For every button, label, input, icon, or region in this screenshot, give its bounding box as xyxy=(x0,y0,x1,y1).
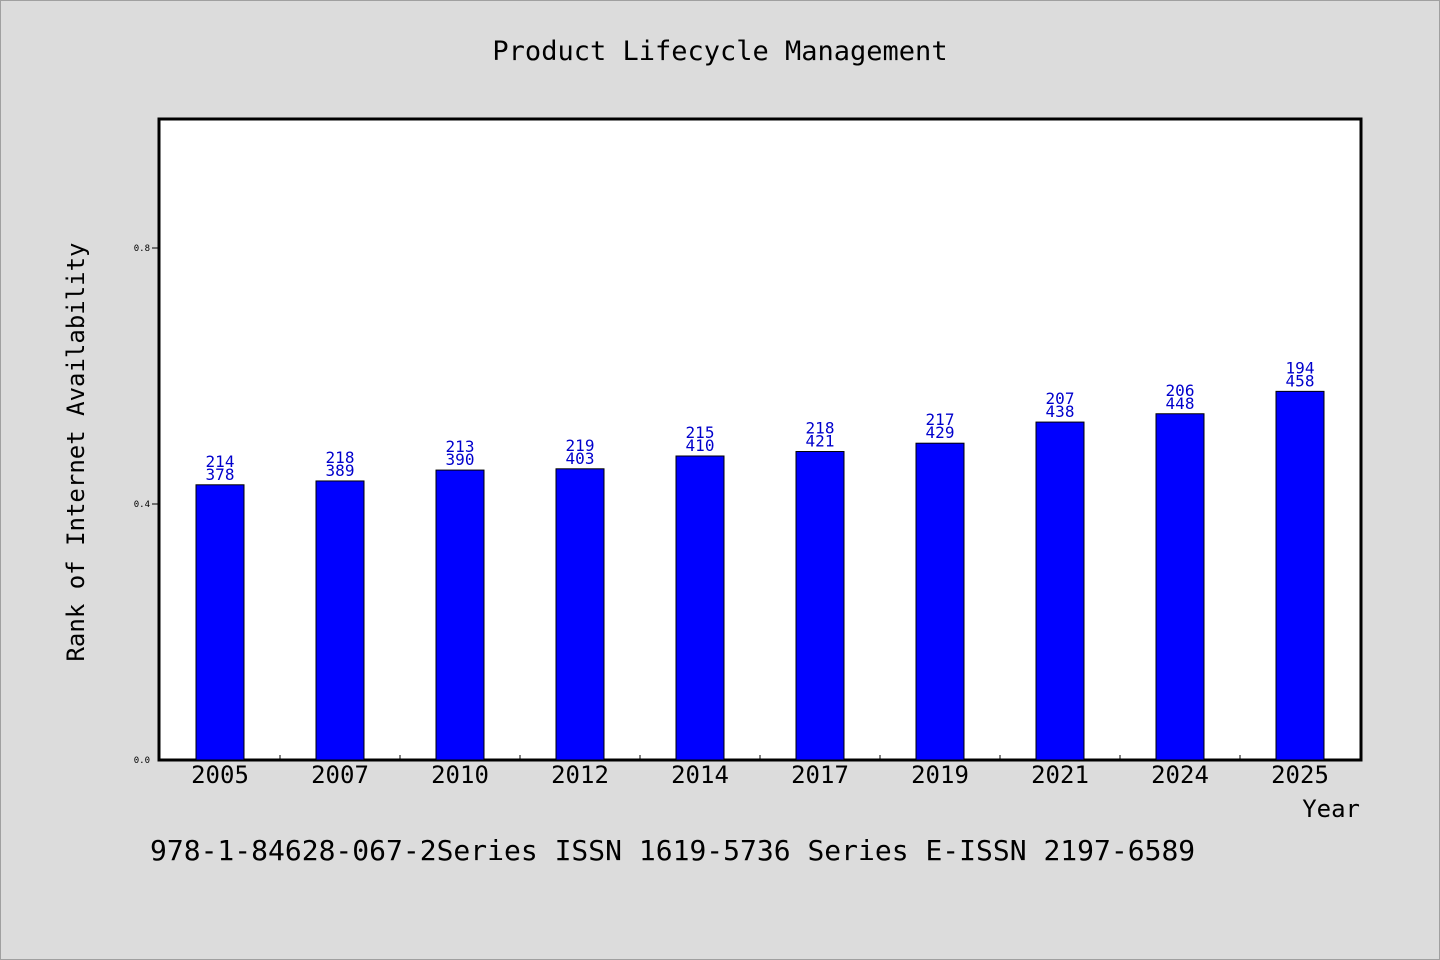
data-label-top: 206 xyxy=(1166,381,1195,400)
bar-2024 xyxy=(1155,413,1205,761)
x-axis-label: Year xyxy=(1302,795,1360,823)
y-axis-label: Rank of Internet Availability xyxy=(62,242,90,661)
data-label-top: 218 xyxy=(326,448,355,467)
data-labels-group: 2143782183892133902194032154102184212174… xyxy=(206,358,1315,483)
chart-title: Product Lifecycle Management xyxy=(492,36,948,67)
data-label-bottom: 421 xyxy=(806,432,835,451)
data-label-bottom: 390 xyxy=(446,450,475,469)
x-tick-label: 2019 xyxy=(911,761,969,789)
x-tick-label: 2017 xyxy=(791,761,849,789)
x-tick-label: 2007 xyxy=(311,761,369,789)
bar-2021 xyxy=(1035,421,1085,761)
bar-2014 xyxy=(675,455,725,761)
x-tick-label: 2021 xyxy=(1031,761,1089,789)
data-label-top: 194 xyxy=(1286,358,1315,377)
bar-2007 xyxy=(315,480,365,761)
x-tick-label: 2005 xyxy=(191,761,249,789)
data-label-bottom: 448 xyxy=(1166,394,1195,413)
bars-group xyxy=(195,390,1325,761)
data-label-bottom: 458 xyxy=(1286,371,1315,390)
isbn-caption: 978-1-84628-067-2Series ISSN 1619-5736 S… xyxy=(150,834,1196,867)
data-label-top: 215 xyxy=(686,423,715,442)
data-label-top: 214 xyxy=(206,452,235,471)
data-label-top: 219 xyxy=(566,436,595,455)
data-label-bottom: 403 xyxy=(566,449,595,468)
x-tick-label: 2012 xyxy=(551,761,609,789)
data-label-bottom: 378 xyxy=(206,465,235,484)
x-tick-label: 2010 xyxy=(431,761,489,789)
data-label-bottom: 410 xyxy=(686,436,715,455)
bar-2012 xyxy=(555,468,605,761)
bar-2019 xyxy=(915,442,965,761)
data-label-top: 213 xyxy=(446,437,475,456)
data-label-bottom: 438 xyxy=(1046,402,1075,421)
data-label-top: 217 xyxy=(926,410,955,429)
bar-2017 xyxy=(795,451,845,761)
bar-2010 xyxy=(435,469,485,761)
y-axis-ticks: 0.0 0.4 0.8 xyxy=(134,244,160,766)
y-tick-label: 0.0 xyxy=(134,756,150,766)
bar-2005 xyxy=(195,484,245,761)
y-tick-label: 0.8 xyxy=(134,244,150,254)
x-axis-ticks: 2005 2007 2010 2012 2014 2017 2019 2021 2024 2025 xyxy=(191,755,1329,789)
data-label-top: 218 xyxy=(806,419,835,438)
data-label-bottom: 389 xyxy=(326,461,355,480)
y-tick-label: 0.4 xyxy=(134,500,150,510)
bar-2025 xyxy=(1275,390,1325,761)
x-tick-label: 2024 xyxy=(1151,761,1209,789)
data-label-top: 207 xyxy=(1046,389,1075,408)
x-tick-label: 2025 xyxy=(1271,761,1329,789)
data-label-bottom: 429 xyxy=(926,423,955,442)
x-tick-label: 2014 xyxy=(671,761,729,789)
